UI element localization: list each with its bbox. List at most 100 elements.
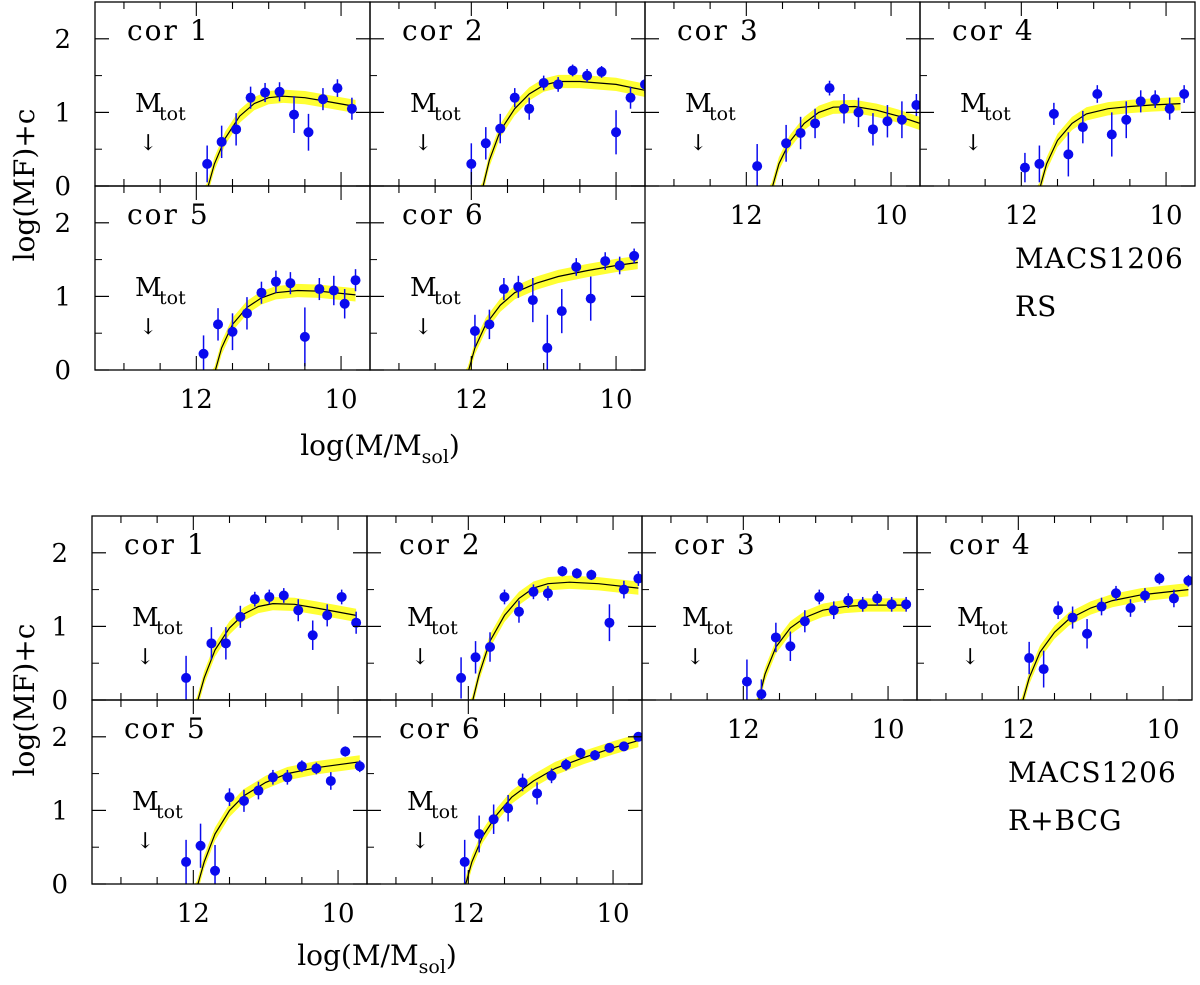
data-point [546,770,557,781]
data-point [629,250,640,261]
dataset-label: MACS1206 [1008,756,1177,789]
panel-title: cor 3 [677,14,760,47]
mtot-subscript: tot [434,287,461,309]
x-axis-label-sub: sol [419,956,446,978]
data-point [227,326,238,337]
data-point [485,642,496,653]
data-point [245,92,256,103]
data-point [1053,605,1064,616]
panel-title: cor 6 [399,712,482,745]
data-point [198,348,209,359]
mtot-arrow: ↓ [686,645,704,670]
data-point [278,590,289,601]
fit-line [482,80,645,186]
dataset-label: RS [1015,290,1057,323]
mtot-subscript: tot [431,617,458,639]
data-point [752,161,763,172]
confidence-band [194,755,360,884]
fit-line [465,739,639,884]
data-point [799,616,810,627]
mtot-subscript: tot [709,103,736,125]
data-point [785,641,796,652]
panel-title: cor 2 [402,14,485,47]
mtot-subscript: tot [156,801,183,823]
data-point [571,261,582,272]
data-point [611,127,622,138]
data-point [532,788,543,799]
y-tick-label: 0 [51,686,68,716]
data-point [351,617,362,628]
fit-line [1039,103,1181,186]
data-point [1038,664,1049,675]
data-point [625,92,636,103]
x-tick-label: 10 [325,385,358,415]
data-point [1179,89,1190,99]
data-point [810,118,821,129]
mtot-arrow: ↓ [136,829,154,854]
mtot-arrow: ↓ [139,315,157,340]
dataset-label: MACS1206 [1015,242,1184,275]
data-point [640,79,645,90]
data-point [1121,114,1132,125]
panel-title: cor 5 [124,712,207,745]
data-point [589,750,600,761]
x-tick-label: 10 [875,201,908,231]
data-point [524,103,535,114]
x-tick-label: 10 [322,899,355,929]
data-point [824,83,835,94]
data-point [260,87,271,98]
x-tick-label: 10 [872,715,905,745]
data-point [210,865,221,876]
mtot-subscript: tot [159,103,186,125]
data-point [586,569,597,580]
panel-title: cor 3 [674,528,757,561]
mtot-arrow: ↓ [961,645,979,670]
data-point [911,100,920,111]
data-point [575,747,586,758]
data-point [567,65,578,76]
data-point [557,566,568,577]
data-point [542,588,553,599]
confidence-band [755,598,907,700]
data-point [354,761,365,772]
fit-line [758,604,907,700]
data-point [513,281,524,292]
x-axis-label-sub: sol [422,446,449,468]
data-point [299,331,310,342]
data-point [470,652,481,663]
mtot-subscript: tot [159,287,186,309]
data-point [571,568,582,579]
panel-title: cor 4 [952,14,1035,47]
data-point [325,775,336,786]
fit-line [468,261,638,370]
data-point [274,86,285,97]
data-point [235,611,246,622]
dataset-label: R+BCG [1008,804,1122,837]
data-point [466,158,477,169]
data-point [872,593,883,604]
data-point [1077,122,1088,133]
data-point [795,128,806,139]
data-point [498,284,509,295]
x-tick-label: 12 [1002,715,1035,745]
data-point [307,630,318,641]
data-point [896,114,907,125]
mtot-subscript: tot [431,801,458,823]
data-point [1154,573,1165,584]
data-point [296,761,307,772]
x-tick-label: 12 [177,899,210,929]
data-point [213,319,224,330]
x-tick-label: 12 [727,715,760,745]
x-tick-label: 10 [1147,715,1180,745]
data-point [1024,653,1035,664]
data-point [1106,129,1117,140]
data-point [857,599,868,610]
x-tick-label: 10 [597,899,630,929]
data-point [1096,601,1107,612]
